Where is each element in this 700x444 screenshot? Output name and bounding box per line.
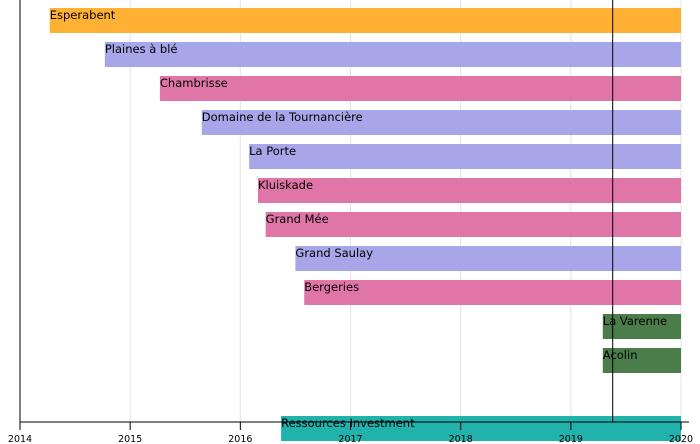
grid-lines (129, 0, 682, 422)
bar-8 (304, 280, 681, 305)
bar-1 (104, 42, 682, 67)
bar-label-7: Grand Saulay (295, 246, 373, 260)
bar-5 (257, 178, 681, 203)
tick-label-2016: 2016 (228, 434, 252, 444)
tick-label-2014: 2014 (8, 434, 32, 444)
bar-9 (602, 314, 681, 339)
tick-label-2019: 2019 (559, 434, 583, 444)
bar-label-5: Kluiskade (258, 178, 313, 192)
bar-6 (265, 212, 681, 237)
bar-label-0: Esperabent (50, 8, 116, 22)
bar-7 (295, 246, 681, 271)
bar-4 (249, 144, 681, 169)
bar-0 (49, 8, 682, 33)
bar-12 (281, 416, 681, 441)
bar-label-12: Ressources Investment (281, 416, 415, 430)
tick-label-2015: 2015 (118, 434, 142, 444)
bar-3 (201, 110, 681, 135)
bar-label-10: Acolin (603, 348, 638, 362)
bar-2 (159, 76, 681, 101)
bar-label-4: La Porte (249, 144, 296, 158)
bar-label-9: La Varenne (603, 314, 667, 328)
bar-10 (602, 348, 681, 373)
tick-label-2018: 2018 (449, 434, 473, 444)
bar-label-1: Plaines à blé (105, 42, 178, 56)
bar-label-3: Domaine de la Tournancière (202, 110, 363, 124)
bars-group: Esperabent Plaines à blé Chambrisse Domaine… (49, 8, 682, 441)
x-axis-ticks: 2014 2015 2016 2017 2018 2019 2020 (8, 422, 693, 444)
tick-label-2020: 2020 (669, 434, 693, 444)
tick-label-2017: 2017 (338, 434, 362, 444)
bar-label-2: Chambrisse (160, 76, 228, 90)
bar-label-6: Grand Mée (266, 212, 329, 226)
bar-label-8: Bergeries (304, 280, 359, 294)
